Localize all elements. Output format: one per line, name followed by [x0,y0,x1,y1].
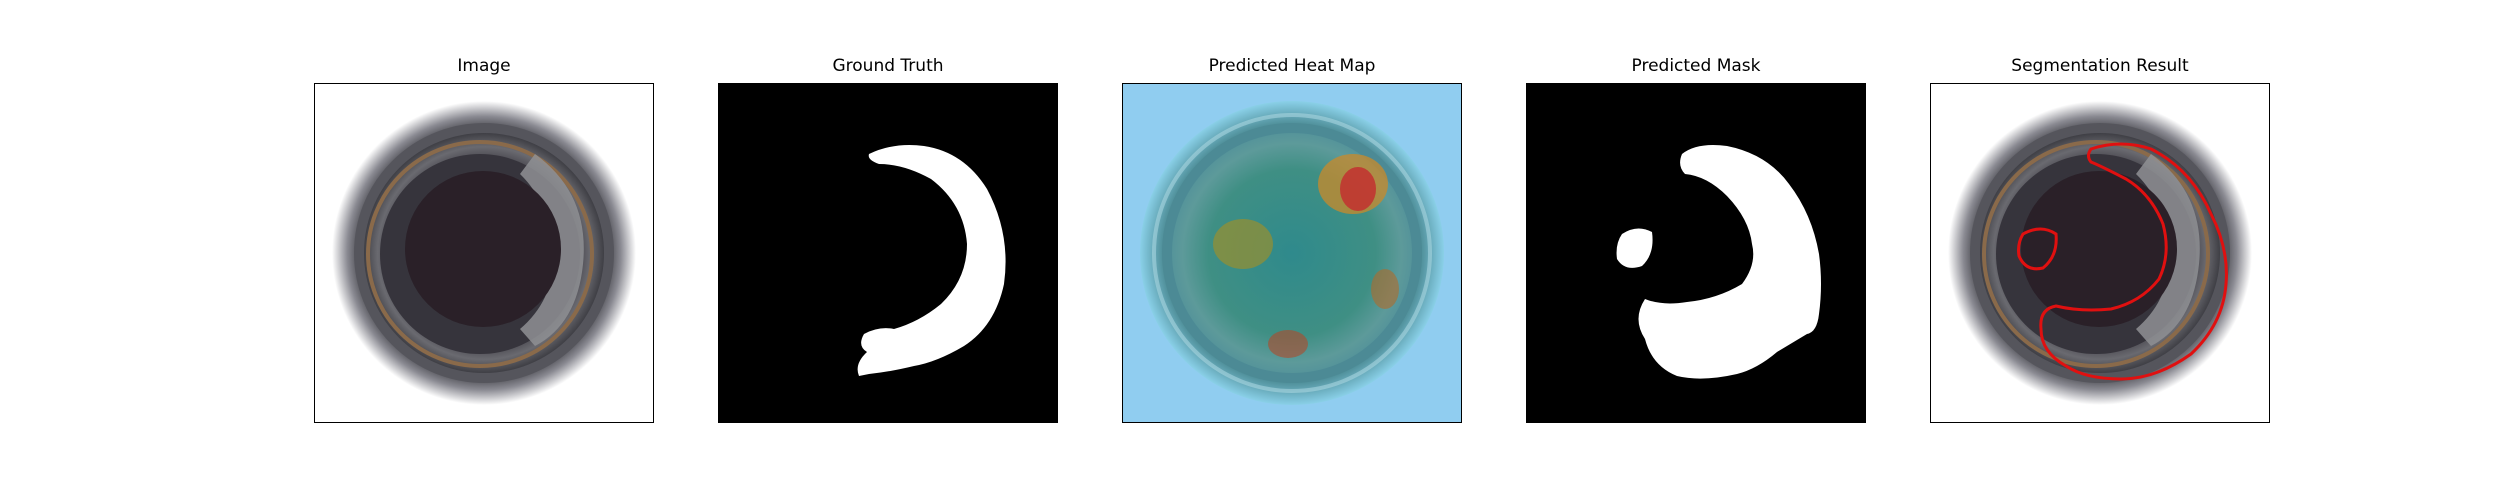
ground-truth-mask [719,84,1057,422]
image-frame [314,83,654,423]
panel-title: Segmentation Result [2011,56,2189,76]
panel-title: Ground Truth [832,56,944,76]
heat-map-frame [1122,83,1462,423]
predicted-mask-frame [1526,83,1866,423]
panel-title: Predicted Mask [1631,56,1761,76]
segmentation-contour [2039,142,2228,381]
ground-truth-frame [718,83,1058,423]
bottle-image [315,84,653,422]
segmentation-frame [1930,83,2270,423]
predicted-mask [1527,84,1865,422]
panel-title: Image [457,56,511,76]
panel-title: Predicted Heat Map [1208,56,1376,76]
heat-map [1123,84,1461,422]
segmentation-result [1931,84,2269,422]
segmentation-contour-small [2017,227,2058,271]
